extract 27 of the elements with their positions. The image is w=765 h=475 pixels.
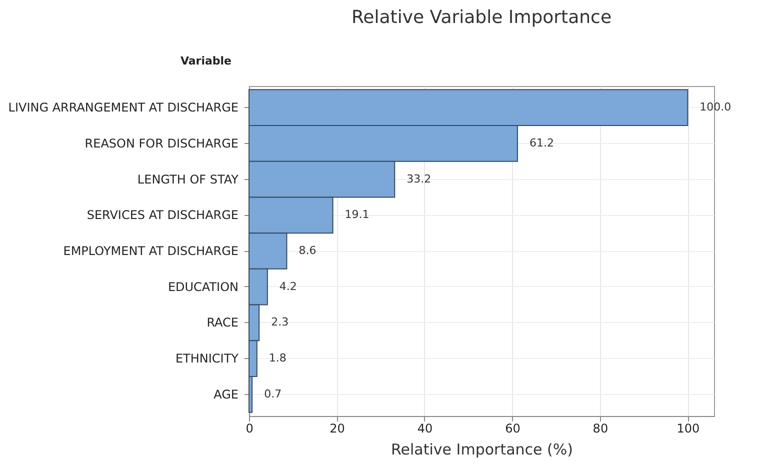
data-label: 8.6: [298, 244, 316, 257]
data-label: 4.2: [279, 280, 297, 293]
data-label: 19.1: [344, 208, 370, 222]
data-label: 0.7: [264, 387, 282, 400]
data-label: 61.2: [529, 136, 554, 150]
x-tick-label: 40: [417, 422, 433, 436]
y-tick-label: RACE: [206, 316, 238, 330]
y-tick-label: ETHNICITY: [175, 352, 240, 366]
data-label: 2.3: [271, 316, 289, 329]
y-tick-label: EMPLOYMENT AT DISCHARGE: [63, 244, 238, 258]
y-tick-label: SERVICES AT DISCHARGE: [86, 208, 238, 222]
x-tick-label: 100: [676, 422, 700, 436]
x-tick-label: 20: [330, 422, 345, 436]
y-axis-title: Variable: [180, 54, 232, 68]
x-tick-label: 80: [592, 422, 608, 436]
x-tick-label: 60: [505, 422, 520, 436]
chart-title: Relative Variable Importance: [351, 7, 612, 28]
data-label: 1.8: [268, 352, 286, 365]
x-tick-label: 0: [246, 422, 254, 436]
x-axis-title: Relative Importance (%): [391, 440, 573, 458]
y-tick-label: EDUCATION: [168, 280, 238, 294]
data-label: 33.2: [406, 172, 432, 186]
y-tick-label: REASON FOR DISCHARGE: [84, 136, 238, 150]
y-tick-label: LENGTH OF STAY: [137, 172, 240, 186]
y-tick-label: AGE: [214, 387, 238, 402]
data-label: 100.0: [700, 100, 732, 114]
y-tick-label: LIVING ARRANGEMENT AT DISCHARGE: [8, 100, 238, 115]
